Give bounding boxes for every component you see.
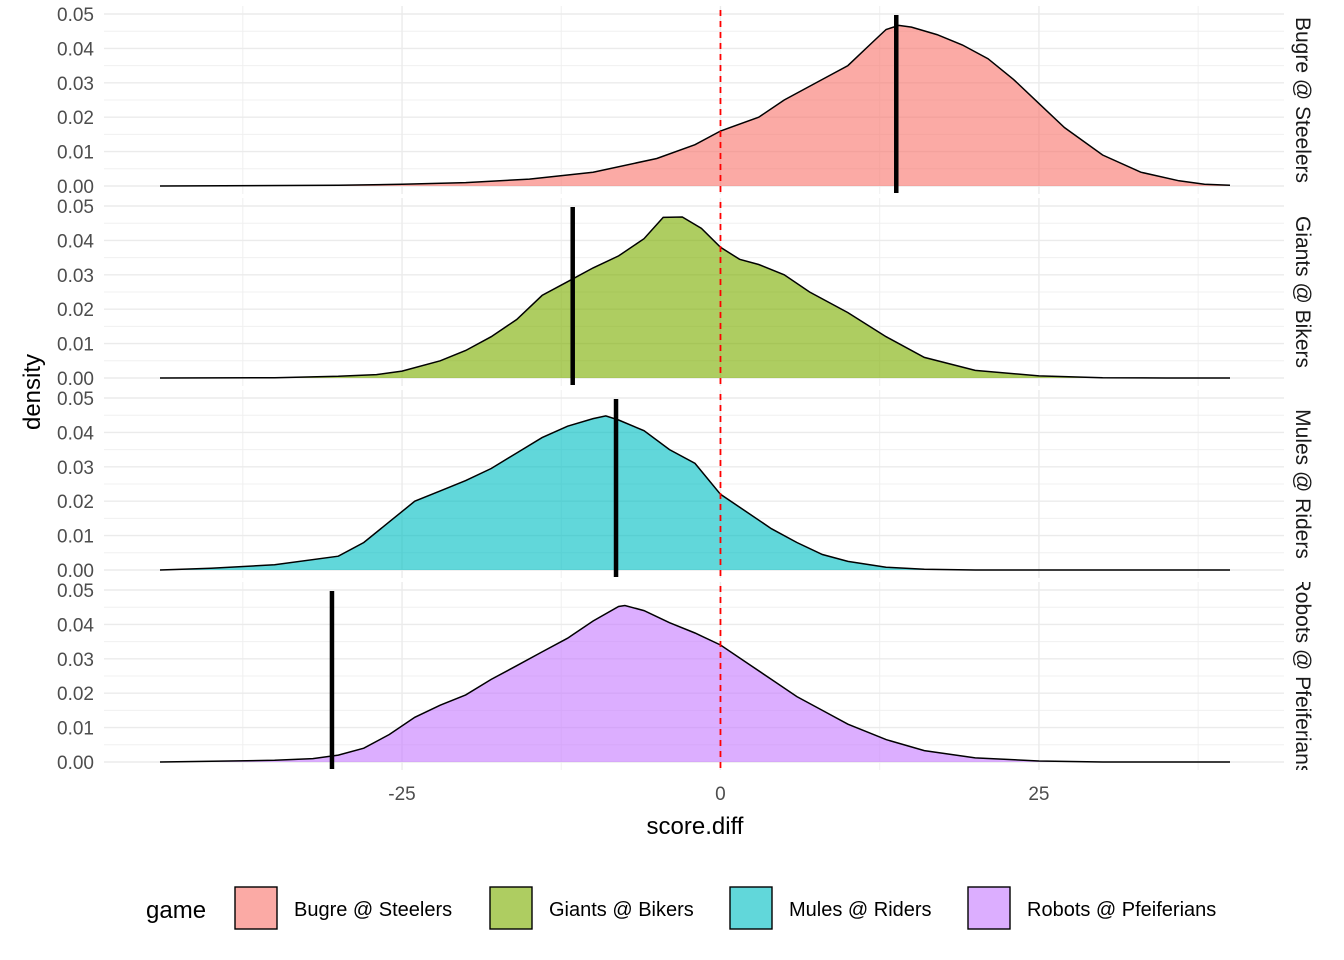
legend-key: [234, 886, 278, 930]
legend-title: game: [146, 897, 206, 924]
y-tick-label: 0.02: [57, 684, 94, 705]
facet-strip-label: Giants @ Bikers: [1291, 216, 1314, 368]
legend-label: Bugre @ Steelers: [294, 899, 452, 921]
panel-4: 0.00 0.01 0.02 0.03 0.04 0.05 Robots @ Pfeifer…: [57, 577, 1314, 776]
facet-strip-label: Bugre @ Steelers: [1291, 17, 1314, 183]
density-curve: [159, 415, 1230, 571]
density-area: [160, 605, 1230, 762]
panel-3: 0.00 0.01 0.02 0.03 0.04 0.05 Mules @ Riders: [57, 389, 1314, 582]
y-tick-label: 0.00: [57, 753, 94, 774]
legend-item: Mules @ Riders: [729, 886, 932, 930]
legend-label: Robots @ Pfeiferians: [1027, 899, 1216, 921]
y-tick-label: 0.01: [57, 527, 94, 548]
legend-key: [729, 886, 773, 930]
y-tick-label: 0.02: [57, 108, 94, 129]
legend: game Bugre @ Steelers Giants @ Bikers Mule…: [146, 886, 1216, 930]
y-axis-title: density: [19, 354, 46, 430]
legend-item: Giants @ Bikers: [489, 886, 694, 930]
facet-strip-label: Mules @ Riders: [1291, 409, 1314, 559]
facet-panels: 0.00 0.01 0.02 0.03 0.04 0.05 Bugre @ Steelers…: [57, 5, 1314, 776]
legend-key: [967, 886, 1011, 930]
panel-2: 0.00 0.01 0.02 0.03 0.04 0.05 Giants @ Bikers: [57, 197, 1314, 390]
legend-label: Mules @ Riders: [789, 899, 932, 921]
y-tick-label: 0.03: [57, 74, 94, 95]
legend-label: Giants @ Bikers: [549, 899, 694, 921]
y-tick-label: 0.05: [57, 197, 94, 218]
legend-key: [489, 886, 533, 930]
x-axis-title: score.diff: [647, 813, 744, 840]
y-tick-label: 0.03: [57, 458, 94, 479]
y-tick-label: 0.01: [57, 143, 94, 164]
y-tick-label: 0.02: [57, 300, 94, 321]
y-tick-label: 0.04: [57, 615, 94, 636]
density-curve: [159, 604, 1230, 763]
y-tick-label: 0.03: [57, 266, 94, 287]
y-tick-label: 0.02: [57, 492, 94, 513]
facet-strip-label: Robots @ Pfeiferians: [1291, 577, 1314, 776]
x-tick-label: 25: [1028, 784, 1049, 805]
x-tick-label: 0: [715, 784, 726, 805]
x-axis: -25 0 25: [388, 784, 1049, 805]
legend-item: Bugre @ Steelers: [234, 886, 452, 930]
density-area: [160, 217, 1230, 378]
y-tick-label: 0.04: [57, 423, 94, 444]
y-tick-label: 0.04: [57, 231, 94, 252]
y-tick-label: 0.04: [57, 39, 94, 60]
legend-item: Robots @ Pfeiferians: [967, 886, 1216, 930]
y-tick-label: 0.05: [57, 5, 94, 26]
density-area: [160, 415, 1230, 570]
y-tick-label: 0.05: [57, 389, 94, 410]
y-tick-label: 0.05: [57, 581, 94, 602]
density-curve: [159, 216, 1230, 379]
y-tick-label: 0.00: [57, 369, 94, 390]
x-tick-label: -25: [388, 784, 415, 805]
y-tick-label: 0.00: [57, 177, 94, 198]
y-tick-label: 0.00: [57, 561, 94, 582]
y-tick-label: 0.01: [57, 719, 94, 740]
y-tick-label: 0.03: [57, 650, 94, 671]
panel-1: 0.00 0.01 0.02 0.03 0.04 0.05 Bugre @ Steelers: [57, 5, 1314, 198]
density-area: [160, 25, 1230, 187]
density-curve: [159, 24, 1231, 187]
y-tick-label: 0.01: [57, 335, 94, 356]
